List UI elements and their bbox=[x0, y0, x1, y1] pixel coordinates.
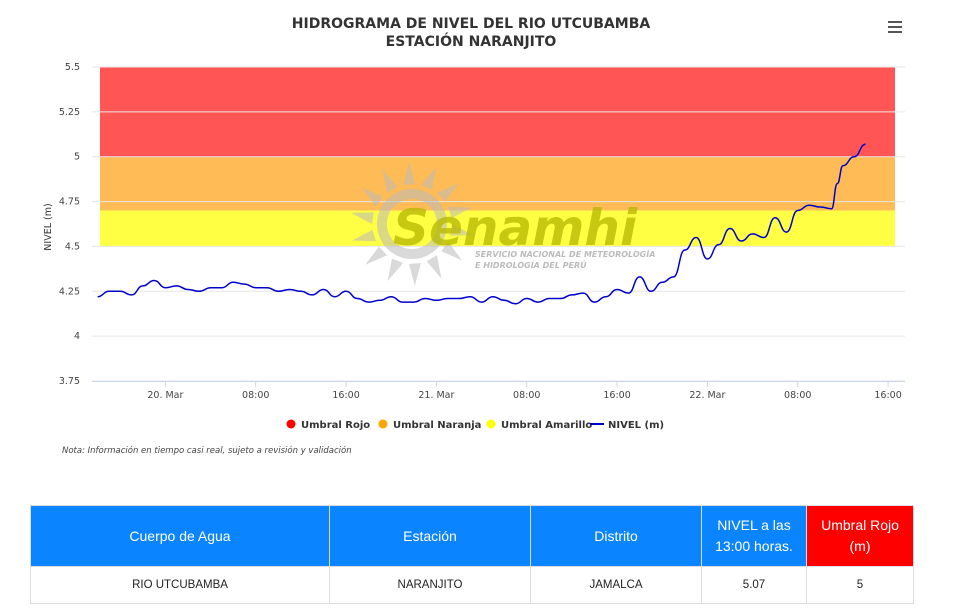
sun-ray bbox=[352, 229, 376, 242]
legend-item[interactable]: NIVEL (m) bbox=[590, 420, 664, 431]
x-tick-label: 16:00 bbox=[603, 390, 630, 401]
legend-label: Umbral Amarillo bbox=[501, 420, 592, 431]
menu-bar bbox=[888, 31, 902, 33]
sun-ray bbox=[441, 241, 463, 261]
legend-label: NIVEL (m) bbox=[608, 420, 664, 431]
header-level: NIVEL a las 13:00 horas. bbox=[701, 505, 807, 567]
y-tick-label: 5.5 bbox=[65, 62, 80, 73]
hamburger-menu-icon[interactable] bbox=[886, 18, 904, 34]
sun-ray bbox=[436, 183, 459, 202]
menu-bar bbox=[888, 21, 902, 23]
table-header-row: Cuerpo de Agua Estación Distrito NIVEL a… bbox=[30, 505, 914, 567]
sun-ray bbox=[382, 169, 398, 193]
legend-item[interactable]: Umbral Naranja bbox=[378, 419, 482, 432]
legend-item[interactable]: Umbral Rojo bbox=[286, 419, 371, 432]
y-axis-ticks: 3.75 4 4.25 4.5 4.75 5 5.25 5.5 bbox=[59, 62, 80, 387]
y-axis-title: NIVEL (m) bbox=[43, 203, 54, 250]
chart-subtitle: ESTACIÓN NARANJITO bbox=[386, 32, 557, 50]
cell-level: 5.07 bbox=[701, 566, 807, 604]
x-tick-label: 08:00 bbox=[784, 390, 811, 401]
station-table: Cuerpo de Agua Estación Distrito NIVEL a… bbox=[30, 505, 914, 604]
x-tick-label: 08:00 bbox=[513, 390, 540, 401]
sun-ray bbox=[403, 162, 415, 185]
x-tick-label: 16:00 bbox=[332, 390, 359, 401]
header-station: Estación bbox=[329, 505, 531, 567]
sun-ray bbox=[420, 167, 437, 190]
sun-ray bbox=[387, 258, 404, 281]
header-threshold: Umbral Rojo (m) bbox=[806, 505, 914, 567]
table-row: RIO UTCUBAMBA NARANJITO JAMALCA 5.07 5 bbox=[30, 566, 914, 604]
x-tick-label: 20. Mar bbox=[147, 390, 183, 401]
y-tick-label: 4.5 bbox=[65, 241, 80, 252]
hydrograph-chart: HIDROGRAMA DE NIVEL DEL RIO UTCUBAMBA ES… bbox=[43, 16, 905, 456]
legend-label: Umbral Naranja bbox=[393, 420, 481, 431]
sun-ray bbox=[361, 187, 383, 207]
x-tick-label: 16:00 bbox=[874, 390, 901, 401]
band-umbral-amarillo bbox=[100, 210, 895, 247]
legend-label: Umbral Rojo bbox=[301, 420, 370, 431]
watermark-name: Senamhi bbox=[393, 199, 638, 257]
senamhi-watermark: Senamhi SERVICIO NACIONAL DE METEOROLOGÍ… bbox=[351, 162, 655, 286]
sun-ray bbox=[409, 263, 421, 286]
menu-bar bbox=[888, 26, 902, 28]
cell-threshold: 5 bbox=[806, 566, 914, 604]
sun-ray bbox=[351, 212, 374, 224]
x-tick-label: 08:00 bbox=[242, 390, 269, 401]
y-tick-label: 3.75 bbox=[59, 376, 80, 387]
sun-logo-icon bbox=[351, 162, 473, 286]
header-district: Distrito bbox=[530, 505, 702, 567]
legend-dot-icon bbox=[378, 419, 388, 429]
cell-water-body: RIO UTCUBAMBA bbox=[30, 566, 330, 604]
chart-title: HIDROGRAMA DE NIVEL DEL RIO UTCUBAMBA bbox=[292, 16, 651, 32]
legend-dot-icon bbox=[286, 419, 296, 429]
x-tick-label: 22. Mar bbox=[689, 390, 725, 401]
y-tick-label: 5 bbox=[74, 152, 80, 163]
x-tick-label: 21. Mar bbox=[418, 390, 454, 401]
header-water-body: Cuerpo de Agua bbox=[30, 505, 330, 567]
series-nivel bbox=[97, 143, 866, 305]
legend-dot-icon bbox=[486, 419, 496, 429]
watermark-line1: SERVICIO NACIONAL DE METEOROLOGÍA bbox=[475, 248, 655, 259]
cell-station: NARANJITO bbox=[329, 566, 531, 604]
sun-ray bbox=[450, 224, 473, 236]
legend-item[interactable]: Umbral Amarillo bbox=[486, 419, 593, 432]
cell-district: JAMALCA bbox=[530, 566, 702, 604]
x-axis-ticks: 20. Mar 08:00 16:00 21. Mar 08:00 16:00 22. Ma… bbox=[147, 381, 902, 401]
sun-ray bbox=[365, 246, 388, 265]
series-line-nivel bbox=[97, 143, 866, 305]
sun-ray bbox=[448, 206, 472, 219]
y-tick-label: 4 bbox=[74, 331, 80, 342]
y-tick-label: 4.75 bbox=[59, 197, 80, 208]
note-text: Nota: Información en tiempo casi real, s… bbox=[62, 445, 352, 456]
y-tick-label: 4.25 bbox=[59, 286, 80, 297]
legend[interactable]: Umbral Rojo Umbral Naranja Umbral Amarillo… bbox=[286, 419, 665, 432]
sun-ray bbox=[426, 255, 442, 279]
watermark-line2: E HIDROLOGÍA DEL PERÚ bbox=[475, 259, 587, 270]
y-tick-label: 5.25 bbox=[59, 107, 80, 118]
